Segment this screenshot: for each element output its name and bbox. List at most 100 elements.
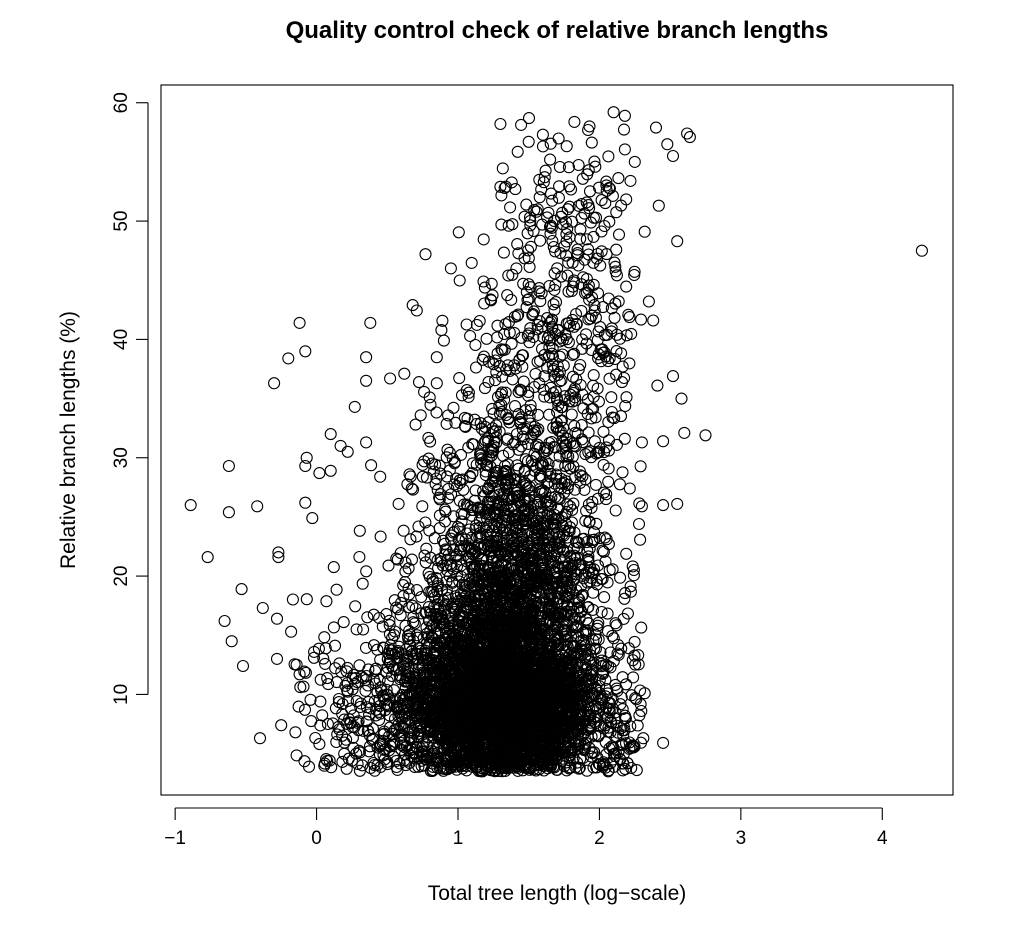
data-point (482, 375, 495, 389)
data-point (623, 482, 636, 495)
data-point (436, 636, 449, 649)
data-point (420, 542, 433, 555)
data-point (529, 606, 542, 619)
data-point (420, 621, 433, 634)
data-point (538, 652, 551, 665)
data-point (365, 459, 378, 472)
data-point (581, 601, 594, 614)
data-point (606, 629, 619, 642)
data-point (598, 591, 611, 604)
data-point (430, 572, 443, 585)
data-point (564, 630, 578, 643)
data-point (438, 633, 452, 646)
data-point (469, 484, 482, 497)
plot-area-border (160, 84, 954, 796)
data-point (533, 661, 546, 674)
data-point (518, 614, 531, 627)
data-point (612, 638, 625, 651)
data-point (567, 618, 580, 631)
data-point (555, 715, 569, 728)
data-point (448, 602, 461, 615)
data-point (416, 653, 429, 667)
data-point (429, 611, 442, 624)
data-point (584, 575, 597, 588)
data-point (404, 533, 417, 546)
data-point (602, 475, 615, 488)
data-point (517, 635, 531, 648)
data-point (506, 654, 520, 667)
data-point (486, 607, 499, 621)
data-point (404, 470, 417, 483)
data-point (434, 467, 447, 480)
data-point (424, 624, 437, 637)
data-point (524, 587, 537, 600)
data-point (634, 533, 647, 546)
data-point (521, 651, 534, 665)
data-point (432, 562, 445, 575)
data-point (367, 608, 380, 621)
data-point (448, 525, 461, 538)
data-point (579, 676, 592, 689)
data-point (581, 695, 594, 709)
data-point (475, 569, 488, 582)
data-point (567, 675, 580, 688)
data-point (633, 497, 646, 510)
data-point (599, 736, 612, 749)
data-point (620, 547, 633, 560)
data-point (546, 593, 559, 606)
data-point (568, 674, 581, 687)
data-point (512, 462, 525, 475)
data-point (431, 577, 444, 590)
data-point (412, 376, 426, 389)
points-layer (184, 106, 928, 778)
data-point (464, 471, 477, 484)
data-point (595, 605, 608, 619)
data-point (575, 648, 588, 661)
data-point (481, 614, 495, 627)
data-point (406, 599, 419, 612)
data-point (515, 440, 528, 453)
data-point (628, 635, 641, 648)
data-point (480, 612, 493, 625)
data-point (547, 729, 560, 742)
data-point (536, 644, 549, 657)
chart-title: Quality control check of relative branch… (286, 17, 829, 44)
data-point (447, 544, 460, 557)
data-point (488, 592, 502, 605)
data-point (607, 632, 620, 645)
data-point (609, 504, 622, 517)
data-point (634, 460, 647, 473)
data-point (583, 690, 596, 703)
data-point (505, 733, 518, 746)
data-point (551, 586, 564, 599)
data-point (434, 610, 447, 623)
data-point (405, 553, 419, 566)
data-point (613, 478, 626, 491)
data-point (416, 500, 429, 513)
data-point (549, 555, 562, 568)
data-point (447, 510, 460, 523)
data-point (519, 629, 532, 642)
data-point (423, 524, 436, 537)
data-point (545, 644, 558, 657)
data-point (584, 722, 597, 735)
data-point (578, 690, 591, 703)
data-point (576, 752, 589, 765)
data-point (519, 675, 532, 688)
data-point (410, 530, 423, 543)
data-point (400, 643, 413, 656)
data-point (604, 646, 617, 659)
data-point (554, 739, 567, 752)
data-point (398, 576, 412, 589)
data-point (556, 624, 569, 637)
data-point (563, 584, 576, 597)
data-point (397, 524, 410, 537)
data-point (403, 588, 416, 601)
data-point (502, 636, 515, 649)
data-point (430, 406, 443, 419)
data-point (601, 607, 614, 620)
data-point (442, 491, 455, 505)
data-point (574, 735, 587, 749)
data-point (631, 719, 644, 732)
